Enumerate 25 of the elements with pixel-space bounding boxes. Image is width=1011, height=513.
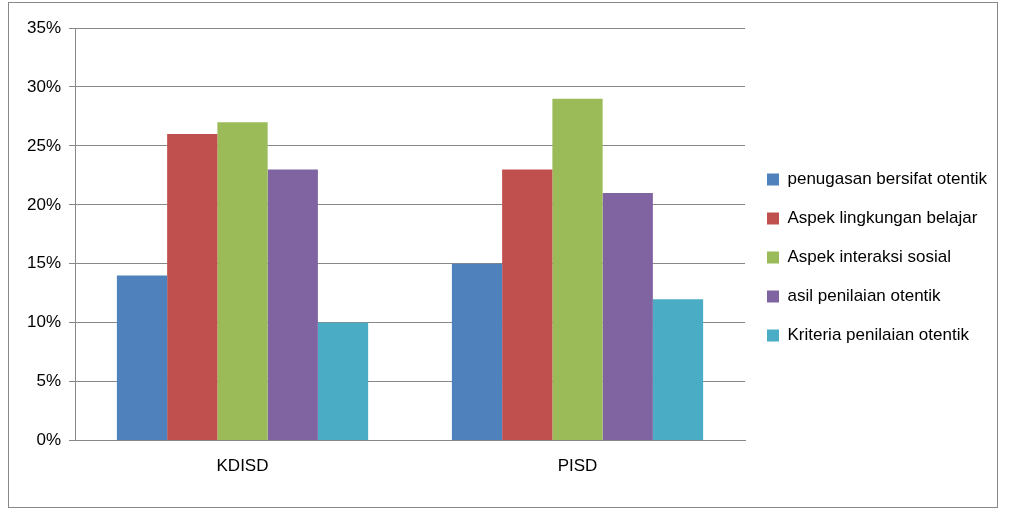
bar [267,169,318,441]
bar [217,122,268,441]
y-tick-label: 5% [36,371,62,391]
legend-label: penugasan bersifat otentik [787,169,988,189]
y-tick-label: 20% [26,194,62,214]
y-tick-label: 10% [26,312,62,332]
x-tick-label: KDISD [216,456,269,476]
legend-label: Kriteria penilaian otentik [787,325,970,345]
bar [652,299,704,441]
y-tick-label: 0% [36,430,62,450]
bar [502,169,553,441]
y-tick-label: 30% [26,76,62,96]
x-tick-label: PISD [557,456,598,476]
bar [602,193,653,441]
legend-label: asil penilaian otentik [787,286,942,306]
y-tick-label: 15% [26,253,62,273]
bar [167,134,218,441]
bar [552,98,603,441]
legend-label: Aspek interaksi sosial [787,247,951,267]
bar [317,322,369,441]
y-tick-label: 35% [26,17,62,37]
bar [451,263,503,441]
y-tick-label: 25% [26,135,62,155]
bar [116,275,168,441]
legend-label: Aspek lingkungan belajar [787,208,978,228]
